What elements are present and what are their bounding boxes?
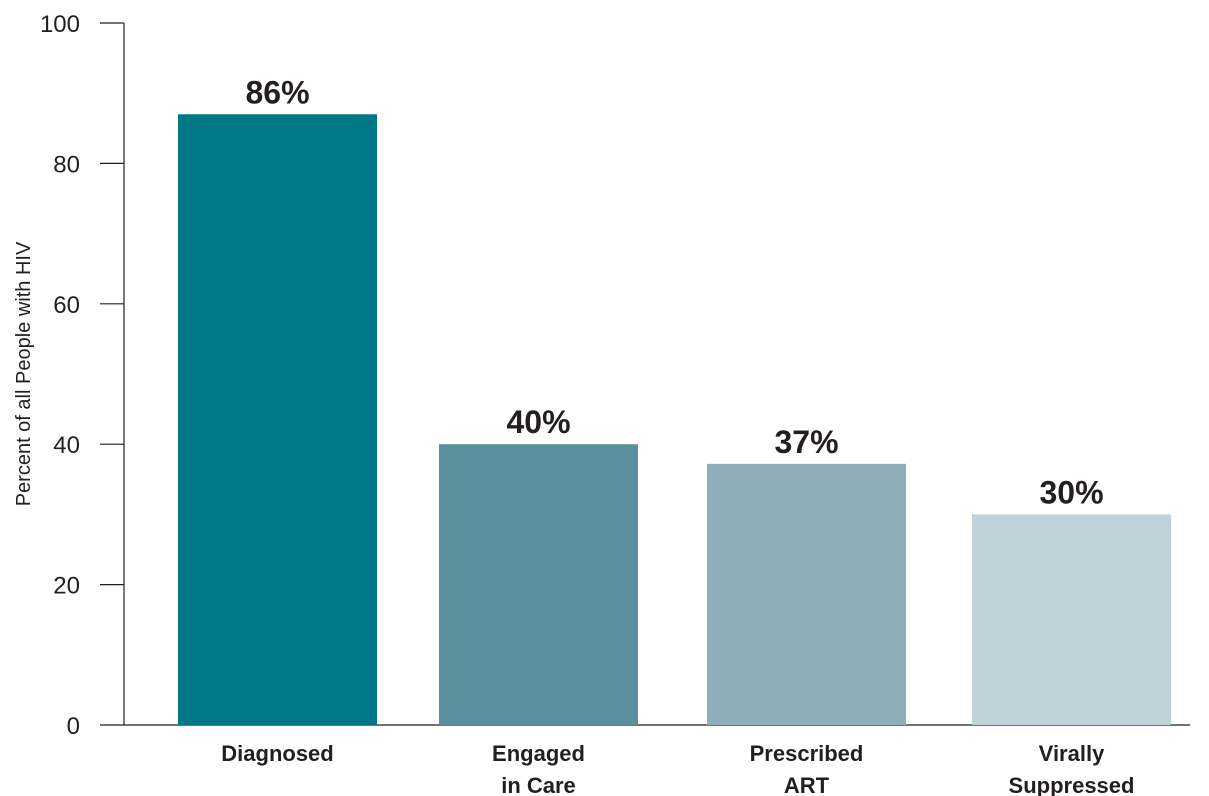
data-label-3: 30% [1039, 474, 1103, 510]
data-label-2: 37% [774, 424, 838, 460]
data-label-0: 86% [245, 74, 309, 110]
y-tick-label: 100 [40, 11, 80, 38]
y-tick-label: 80 [53, 151, 80, 178]
category-label-2-line-1: ART [784, 773, 830, 796]
bar-3 [972, 514, 1171, 725]
x-axis-labels: Diagnosed Engaged in Care Prescribed ART Vira… [221, 741, 1134, 796]
category-label-0-line-0: Diagnosed [221, 741, 333, 766]
bars-group [178, 114, 1171, 725]
y-tick-label: 40 [53, 432, 80, 459]
y-tick-label: 20 [53, 573, 80, 600]
y-tick-label: 60 [53, 292, 80, 319]
category-label-3-line-0: Virally [1039, 741, 1105, 766]
data-label-1: 40% [506, 404, 570, 440]
bar-2 [707, 463, 906, 725]
data-labels-group: 86% 40% 37% 30% [245, 74, 1103, 510]
category-label-2-line-0: Prescribed [750, 741, 864, 766]
y-tick-label: 0 [67, 713, 80, 740]
category-label-1-line-1: in Care [501, 773, 576, 796]
bar-0 [178, 114, 377, 725]
category-label-1-line-0: Engaged [492, 741, 585, 766]
y-axis-title: Percent of all People with HIV [13, 241, 35, 506]
category-label-3-line-1: Suppressed [1009, 773, 1135, 796]
bar-1 [439, 444, 638, 725]
